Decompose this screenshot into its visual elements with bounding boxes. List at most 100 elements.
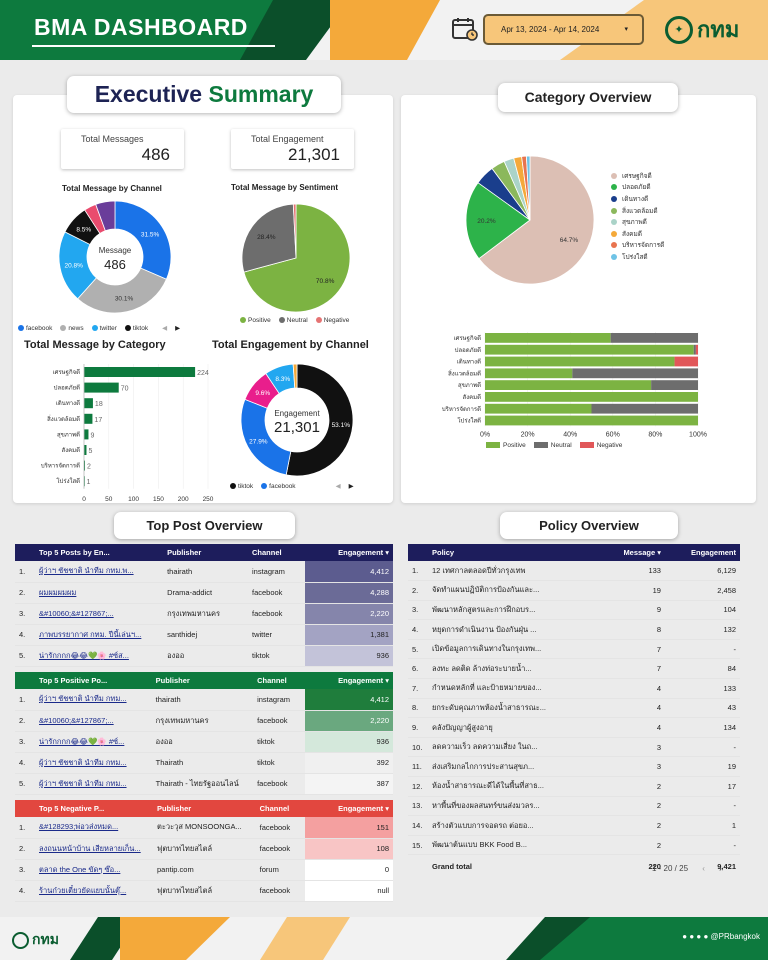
date-range-picker[interactable]: Apr 13, 2024 - Apr 14, 2024 ▾	[483, 14, 644, 45]
slice-เศรษฐกิจดี[interactable]	[478, 155, 595, 285]
column-header[interactable]: Top 5 Negative P...	[35, 800, 154, 817]
table-row[interactable]: 12. ห้องน้ำสาธารณะดีได้ในพื้นที่สาธ... 2 17	[408, 776, 740, 797]
table-row[interactable]: 1. &#128293;พ่อวส่งหมด... ตะวะวุส MONSOONG…	[15, 817, 393, 839]
bar-สังคมดี[interactable]	[84, 445, 87, 455]
post-link[interactable]: ตลาด the One ขัดๆ ซ๊อ...	[35, 859, 154, 881]
table-row[interactable]: 5. น่ารักกกก😂😂💚🌸 #ซ์ส... องออ tiktok 936	[15, 645, 393, 667]
post-link[interactable]: ภาพบรรยากาศ กทม. ปีนี้เล่นฯ...	[35, 624, 164, 646]
legend-prev-icon[interactable]: ◀	[162, 325, 168, 332]
slice-ปลอดภัยดี[interactable]	[465, 182, 531, 260]
table-row[interactable]: 8. ยกระดับคุณภาพห้องน้ำสาธารณะ... 4 43	[408, 698, 740, 719]
table-row[interactable]: 4. ภาพบรรยากาศ กทม. ปีนี้เล่นฯ... santhide…	[15, 624, 393, 646]
column-header[interactable]: Policy	[428, 544, 601, 561]
column-header[interactable]: Publisher	[153, 800, 256, 817]
segment-Positive[interactable]	[485, 392, 698, 402]
table-row[interactable]: 11. ส่งเสริมกลไกการประสานสุขภ... 3 19	[408, 756, 740, 778]
segment-Positive[interactable]	[485, 368, 573, 379]
segment-Neutral[interactable]	[610, 333, 698, 343]
slice-other[interactable]	[292, 363, 298, 389]
category-label: สิ่งแวดล้อมดี	[47, 415, 80, 423]
legend-prev-icon[interactable]: ◀	[335, 483, 341, 490]
table-row[interactable]: 13. หาพื้นที่ของผลสนทร์ขนส่งมวลร... 2-	[408, 796, 740, 817]
column-header[interactable]: Engagement ▾	[305, 672, 393, 689]
next-page-icon[interactable]: ›	[719, 864, 722, 873]
column-header[interactable]: Top 5 Positive Po...	[35, 672, 152, 689]
segment-Positive[interactable]	[485, 356, 675, 367]
slice-Positive[interactable]	[243, 203, 351, 313]
table-row[interactable]: 6. ลงทะ ลดติด ล้างท่อระบายน้ำ... 7 84	[408, 658, 740, 680]
bar-เดินทางดี[interactable]	[84, 398, 93, 409]
post-link[interactable]: ผมผมผมผม	[35, 582, 164, 604]
slice-facebook[interactable]	[114, 200, 172, 280]
post-link[interactable]: ผู้ว่าฯ ชัชชาติ นำทีม กทม...	[35, 752, 152, 774]
slice-other2[interactable]	[95, 200, 116, 232]
post-link[interactable]: ผู้ว่าฯ ชัชชาติ นำทีม กทม.พ...	[35, 561, 164, 583]
segment-Positive[interactable]	[485, 333, 611, 343]
table-row[interactable]: 1. 12 เทศกาลตลอดปีทั่วกรุงเทพ 133 6,129	[408, 561, 740, 582]
column-header[interactable]: Top 5 Posts by En...	[35, 544, 164, 561]
segment-Negative[interactable]	[695, 344, 698, 355]
table-row[interactable]: 3. พัฒนาหลักสูตรและการฝึกอบร... 9 104	[408, 600, 740, 621]
footer-social[interactable]: ● ● ● ● @PRbangkok	[682, 932, 760, 941]
bar-เศรษฐกิจดี[interactable]	[84, 367, 196, 377]
segment-Negative[interactable]	[674, 356, 698, 367]
table-row[interactable]: 9. คลังปัญญาผู้สูงอายุ 4 134	[408, 717, 740, 738]
column-header[interactable]: Engagement ▾	[305, 800, 393, 817]
column-header[interactable]: Channel	[255, 800, 305, 817]
post-link[interactable]: &#128293;พ่อวส่งหมด...	[35, 817, 154, 839]
table-row[interactable]: 1. ผู้ว่าฯ ชัชชาติ นำทีม กทม... thairath in…	[15, 689, 393, 711]
prev-page-icon[interactable]: ‹	[702, 864, 705, 873]
calendar-icon[interactable]	[452, 17, 478, 41]
post-link[interactable]: &#10060;&#127867;...	[35, 710, 152, 732]
table-row[interactable]: 3. &#10060;&#127867;... กรุงเทพมหานคร faceb…	[15, 603, 393, 625]
table-row[interactable]: 2. ผมผมผมผม Drama-addict facebook 4,288	[15, 582, 393, 604]
table-row[interactable]: 2. ลงถนนหน้าบ้าน เสียหลายเก็น... ฟุตบาทไทย…	[15, 838, 393, 860]
post-link[interactable]: ผู้ว่าฯ ชัชชาติ นำทีม กทม...	[35, 773, 152, 795]
legend-next-icon[interactable]: ▶	[175, 325, 181, 332]
slice-Neutral[interactable]	[241, 203, 297, 273]
table-row[interactable]: 4. ร้านก๋วยเตี๋ยวยัดแยบนั้นตุ๊... ฟุตบาทไท…	[15, 880, 393, 902]
post-link[interactable]: ลงถนนหน้าบ้าน เสียหลายเก็น...	[35, 838, 154, 860]
column-header[interactable]: Engagement ▾	[305, 544, 393, 561]
bar-ปลอดภัยดี[interactable]	[84, 382, 119, 393]
column-header[interactable]: Engagement	[664, 544, 740, 561]
column-header[interactable]: Channel	[247, 544, 305, 561]
legend-next-icon[interactable]: ▶	[348, 483, 354, 490]
bar-บริหารจัดการดี[interactable]	[84, 460, 85, 471]
segment-Positive[interactable]	[485, 380, 652, 390]
column-header[interactable]: Channel	[253, 672, 305, 689]
post-link[interactable]: ผู้ว่าฯ ชัชชาติ นำทีม กทม...	[35, 689, 152, 711]
slice-tiktok[interactable]	[285, 363, 354, 477]
slice-โปร่งใสดี[interactable]	[525, 155, 531, 221]
table-row[interactable]: 7. กำหนดหลักที่ และป้ายหมายของ... 4 133	[408, 678, 740, 699]
bar-สุขภาพดี[interactable]	[84, 429, 89, 440]
segment-Neutral[interactable]	[651, 380, 698, 390]
table-row[interactable]: 10. ลดความเร็ว ลดความเสี่ยง ในถ... 3-	[408, 737, 740, 758]
column-header[interactable]: Message ▾	[600, 544, 665, 561]
slice-Negative[interactable]	[292, 203, 297, 259]
table-row[interactable]: 1. ผู้ว่าฯ ชัชชาติ นำทีม กทม.พ... thairath…	[15, 561, 393, 583]
table-row[interactable]: 5. เปิดข้อมูลการเดินทางในกรุงเทพ... 7-	[408, 639, 740, 660]
column-header[interactable]: Publisher	[163, 544, 248, 561]
post-link[interactable]: &#10060;&#127867;...	[35, 603, 164, 625]
segment-Neutral[interactable]	[693, 344, 696, 355]
post-link[interactable]: ร้านก๋วยเตี๋ยวยัดแยบนั้นตุ๊...	[35, 880, 154, 902]
table-row[interactable]: 4. หยุดการดำเนินงาน ป้องกันฝุ่น ... 8 132	[408, 619, 740, 640]
table-row[interactable]: 3. ตลาด the One ขัดๆ ซ๊อ... pantip.com foru…	[15, 859, 393, 881]
table-row[interactable]: 2. &#10060;&#127867;... กรุงเทพมหานคร faceb…	[15, 710, 393, 732]
bar-สิ่งแวดล้อมดี[interactable]	[84, 413, 93, 424]
post-link[interactable]: น่ารักกกก😂😂💚🌸 #ซ์...	[35, 731, 152, 753]
table-row[interactable]: 4. ผู้ว่าฯ ชัชชาติ นำทีม กทม... Thairath ti…	[15, 752, 393, 774]
segment-Positive[interactable]	[485, 403, 592, 414]
post-link[interactable]: น่ารักกกก😂😂💚🌸 #ซ์ส...	[35, 645, 164, 667]
segment-Neutral[interactable]	[572, 368, 698, 379]
table-row[interactable]: 2. จัดทำแผนปฏิบัติการป้องกันและ... 19 2,458	[408, 580, 740, 601]
column-header[interactable]: Publisher	[151, 672, 254, 689]
segment-Positive[interactable]	[485, 344, 694, 355]
table-row[interactable]: 15. พัฒนาต้นแบบ BKK Food B... 2-	[408, 835, 740, 856]
segment-Neutral[interactable]	[591, 403, 699, 414]
table-row[interactable]: 5. ผู้ว่าฯ ชัชชาติ นำทีม กทม... Thairath -…	[15, 773, 393, 795]
segment-Positive[interactable]	[485, 415, 698, 426]
table-row[interactable]: 14. สร้างตัวแบบการจอดรถ ต่อยอ... 2 1	[408, 815, 740, 836]
table-row[interactable]: 3. น่ารักกกก😂😂💚🌸 #ซ์... องออ tiktok 936	[15, 731, 393, 753]
